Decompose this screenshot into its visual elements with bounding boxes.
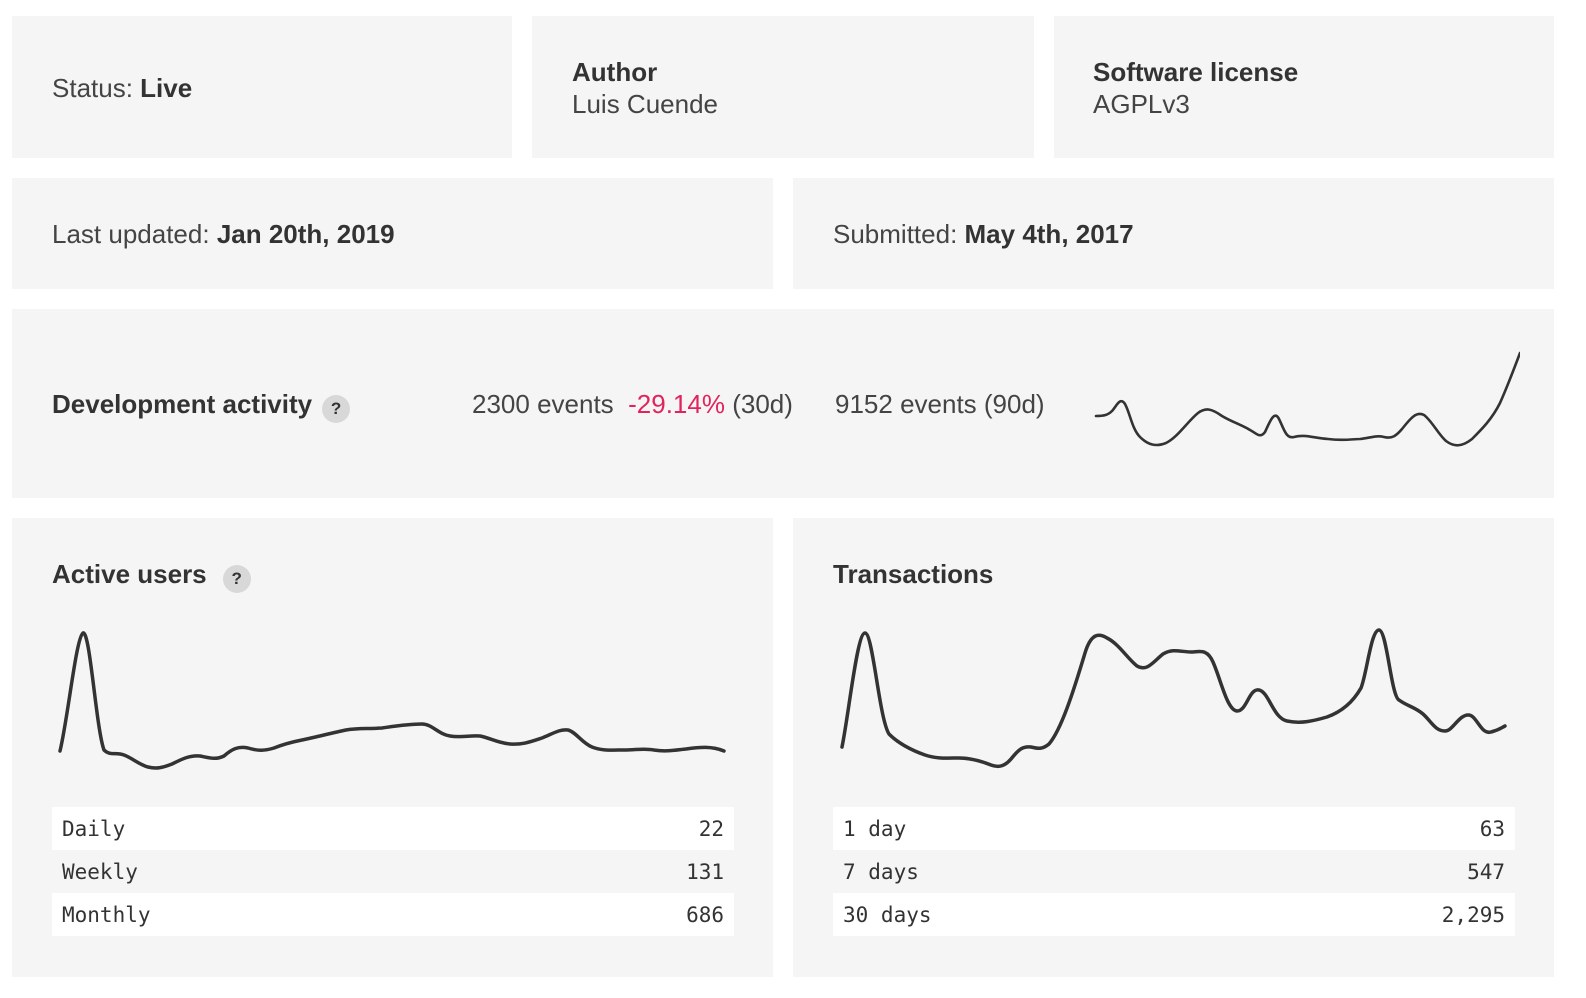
dev-activity-panel: Development activity? 2300 events -29.14…	[12, 309, 1554, 498]
author-value: Luis Cuende	[572, 89, 718, 119]
events-30d: 2300 events	[472, 389, 614, 419]
active-users-title: Active users	[52, 559, 207, 589]
status-panel: Status: Live	[12, 16, 512, 158]
author-panel: Author Luis Cuende	[532, 16, 1034, 158]
dev-activity-title: Development activity	[52, 389, 313, 419]
stat-row-weekly: Weekly 131	[52, 850, 734, 893]
active-users-heading: Active users?	[52, 559, 251, 593]
active-users-sparkline-path	[58, 631, 726, 770]
stat-value: 2,295	[1441, 902, 1505, 927]
stat-label: Monthly	[62, 902, 151, 927]
submitted-text: Submitted: May 4th, 2017	[833, 219, 1134, 250]
active-users-help-icon[interactable]: ?	[222, 564, 251, 593]
license-panel: Software license AGPLv3	[1054, 16, 1554, 158]
status-prefix: Status:	[52, 73, 141, 103]
last-updated-value: Jan 20th, 2019	[216, 219, 395, 249]
stat-label: 30 days	[843, 902, 932, 927]
submitted-value: May 4th, 2017	[964, 219, 1134, 249]
stat-label: Weekly	[62, 859, 138, 884]
last-updated-panel: Last updated: Jan 20th, 2019	[12, 178, 773, 289]
stat-label: Daily	[62, 816, 126, 841]
stat-row-30-days: 30 days 2,295	[833, 893, 1515, 936]
stat-label: 7 days	[843, 859, 919, 884]
stat-row-monthly: Monthly 686	[52, 893, 734, 936]
transactions-sparkline	[840, 628, 1507, 769]
stat-value: 686	[686, 902, 724, 927]
submitted-panel: Submitted: May 4th, 2017	[793, 178, 1554, 289]
active-users-sparkline	[58, 631, 726, 770]
transactions-title: Transactions	[833, 559, 994, 589]
transactions-sparkline-path	[840, 628, 1507, 769]
dev-activity-sparkline	[1094, 351, 1520, 447]
stat-row-daily: Daily 22	[52, 807, 734, 850]
stat-value: 131	[686, 859, 724, 884]
dev-activity-sparkline-path	[1094, 351, 1520, 447]
dev-activity-heading: Development activity?	[52, 389, 351, 423]
last-updated-prefix: Last updated:	[52, 219, 217, 249]
dev-activity-30d: 2300 events -29.14% (30d)	[472, 389, 793, 420]
stat-value: 63	[1479, 816, 1505, 841]
change-30d: -29.14%	[628, 389, 725, 419]
transactions-stats: 1 day 63 7 days 547 30 days 2,295	[833, 807, 1515, 936]
stat-row-7-days: 7 days 547	[833, 850, 1515, 893]
status-value: Live	[140, 73, 193, 103]
last-updated-text: Last updated: Jan 20th, 2019	[52, 219, 395, 250]
active-users-stats: Daily 22 Weekly 131 Monthly 686	[52, 807, 734, 936]
author-label: Author	[572, 57, 658, 87]
dev-activity-help-icon[interactable]: ?	[322, 394, 351, 423]
stat-value: 547	[1467, 859, 1505, 884]
license-label: Software license	[1093, 57, 1299, 87]
active-users-panel: Active users? Daily 22 Weekly 131 Monthl…	[12, 518, 773, 977]
stat-row-1-day: 1 day 63	[833, 807, 1515, 850]
stat-label: 1 day	[843, 816, 907, 841]
stat-value: 22	[698, 816, 724, 841]
transactions-panel: Transactions 1 day 63 7 days 547 30 days…	[793, 518, 1554, 977]
license-value: AGPLv3	[1093, 89, 1190, 119]
period-30d: (30d)	[732, 389, 793, 419]
events-90d: 9152 events (90d)	[835, 389, 1045, 419]
submitted-prefix: Submitted:	[833, 219, 965, 249]
status-text: Status: Live	[52, 73, 192, 104]
